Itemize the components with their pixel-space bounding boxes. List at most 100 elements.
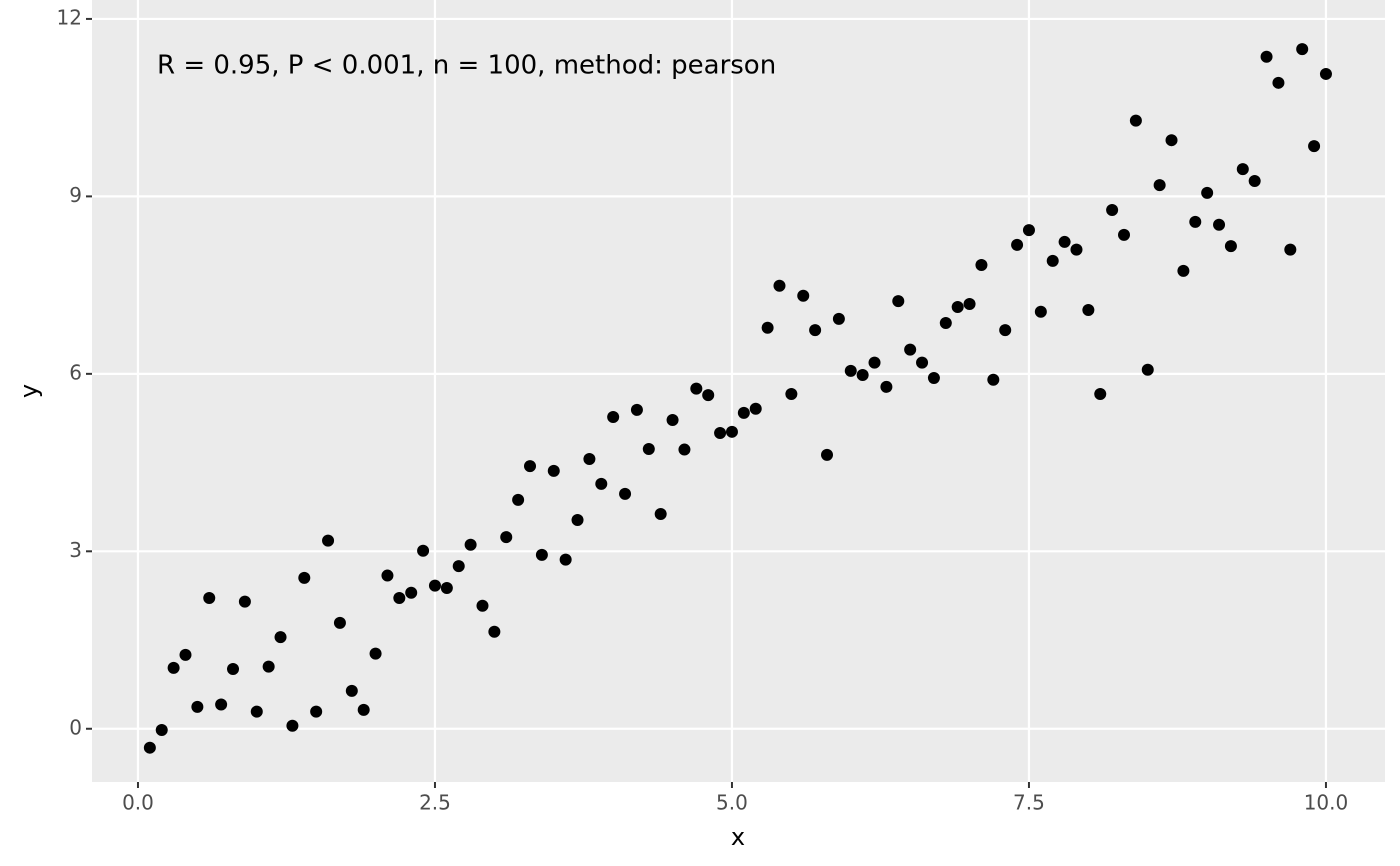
point <box>155 723 168 736</box>
point <box>1308 140 1321 153</box>
point <box>880 380 893 393</box>
point <box>916 356 929 369</box>
point <box>1165 134 1178 147</box>
y-tick-label: 0 <box>69 715 82 739</box>
point <box>642 442 655 455</box>
point <box>1118 228 1131 241</box>
point <box>393 592 406 605</box>
point <box>797 289 810 302</box>
point <box>1272 76 1285 89</box>
point <box>1296 43 1309 56</box>
point <box>607 411 620 424</box>
point <box>167 661 180 674</box>
point <box>345 684 358 697</box>
point <box>868 356 881 369</box>
point <box>1011 238 1024 251</box>
point <box>1094 387 1107 400</box>
point <box>1034 305 1047 318</box>
point <box>1070 243 1083 256</box>
point <box>215 698 228 711</box>
point <box>1236 163 1249 176</box>
point <box>832 312 845 325</box>
y-tick-label: 9 <box>69 183 82 207</box>
point <box>963 298 976 311</box>
point <box>892 295 905 308</box>
x-tick-label: 5.0 <box>716 791 748 815</box>
point <box>452 560 465 573</box>
point <box>322 534 335 547</box>
point <box>702 389 715 402</box>
point <box>298 571 311 584</box>
point <box>1177 264 1190 277</box>
point <box>595 477 608 490</box>
point <box>749 402 762 415</box>
point <box>987 373 1000 386</box>
grid <box>92 0 1385 782</box>
point <box>250 705 263 718</box>
annotation: R = 0.95, P < 0.001, n = 100, method: pe… <box>157 51 776 81</box>
point <box>1284 243 1297 256</box>
x-tick-label: 2.5 <box>419 791 451 815</box>
y-axis-title: y <box>15 384 43 398</box>
point <box>761 321 774 334</box>
point <box>1260 50 1273 63</box>
point <box>547 464 560 477</box>
point <box>1201 186 1214 199</box>
point <box>725 425 738 438</box>
point <box>904 343 917 356</box>
point <box>1141 363 1154 376</box>
point <box>630 403 643 416</box>
point <box>999 324 1012 337</box>
point <box>524 460 537 473</box>
point <box>227 663 240 676</box>
point <box>619 487 632 500</box>
point <box>559 553 572 566</box>
point <box>1046 254 1059 267</box>
point <box>714 426 727 439</box>
point <box>678 443 691 456</box>
point <box>785 387 798 400</box>
y-tick-label: 12 <box>57 5 82 29</box>
point <box>203 592 216 605</box>
point <box>1319 67 1332 80</box>
point <box>821 448 834 461</box>
point <box>262 660 275 673</box>
point <box>809 324 822 337</box>
point <box>464 538 477 551</box>
point <box>488 625 501 638</box>
point <box>939 316 952 329</box>
point <box>143 741 156 754</box>
y-tick-label: 6 <box>69 360 82 384</box>
point <box>773 279 786 292</box>
point <box>1248 175 1261 188</box>
point <box>1022 224 1035 237</box>
point <box>238 595 251 608</box>
point <box>975 259 988 272</box>
point <box>583 453 596 466</box>
point <box>1213 218 1226 231</box>
point <box>1106 203 1119 216</box>
point <box>500 531 513 544</box>
point <box>274 631 287 644</box>
point <box>1153 179 1166 192</box>
point <box>417 544 430 557</box>
point <box>535 548 548 561</box>
point <box>1058 235 1071 248</box>
point <box>690 382 703 395</box>
point <box>856 369 869 382</box>
point <box>310 705 323 718</box>
point <box>357 703 370 716</box>
point <box>1082 303 1095 316</box>
point <box>951 301 964 314</box>
point <box>844 364 857 377</box>
point <box>369 647 382 660</box>
x-tick-label: 10.0 <box>1304 791 1349 815</box>
y-tick-label: 3 <box>69 538 82 562</box>
point <box>440 581 453 594</box>
point <box>927 371 940 384</box>
points <box>143 43 1332 754</box>
point <box>1189 215 1202 228</box>
point <box>737 406 750 419</box>
x-axis-title: x <box>731 823 745 851</box>
